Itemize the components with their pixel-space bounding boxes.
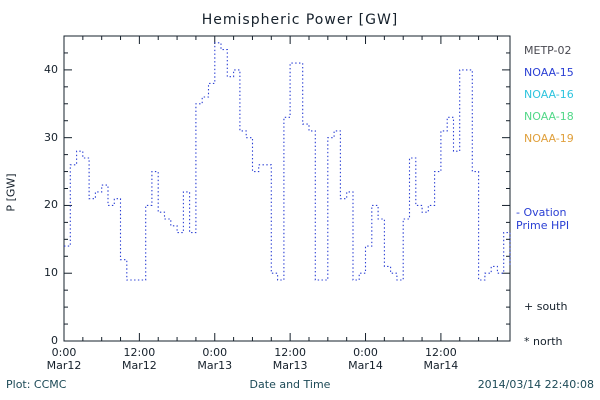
x-tick-time: 12:00 (274, 346, 306, 359)
legend-item-noaa-15: NOAA-15 (524, 66, 574, 79)
x-tick-time: 0:00 (51, 346, 77, 359)
x-tick-date: Mar13 (272, 359, 308, 372)
x-tick-date: Mar12 (46, 359, 82, 372)
plot-frame (63, 35, 511, 342)
legend-item-noaa-19: NOAA-19 (524, 132, 574, 145)
x-tick-time: 12:00 (123, 346, 156, 359)
marker-legend-south: + south (524, 300, 568, 313)
marker-legend: + south * north (524, 300, 600, 370)
ovation-line-legend: - Ovation Prime HPI (516, 206, 600, 232)
legend-item-noaa-16: NOAA-16 (524, 88, 574, 101)
ovation-legend-line1: - Ovation (516, 206, 567, 219)
marker-legend-north: * north (524, 335, 563, 348)
x-tick-date: Mar12 (121, 359, 157, 372)
y-tick-label: 10 (44, 266, 58, 280)
legend-item-noaa-18: NOAA-18 (524, 110, 574, 123)
x-tick-date: Mar14 (423, 359, 459, 372)
y-tick-label: 20 (44, 198, 58, 212)
satellite-legend: METP-02 NOAA-15 NOAA-16 NOAA-18 NOAA-19 (524, 44, 600, 154)
x-tick-label: 0:00 Mar14 (337, 346, 395, 372)
x-axis-label: Date and Time (249, 378, 331, 391)
y-tick-label: 40 (44, 62, 58, 76)
footer-plot-source: Plot: CCMC (6, 378, 67, 391)
x-tick-time: 12:00 (425, 346, 457, 359)
page-title: Hemispheric Power [GW] (201, 12, 399, 28)
x-tick-label: 12:00 Mar12 (110, 346, 168, 372)
hpi-step-line (64, 42, 511, 281)
x-tick-label: 12:00 Mar14 (412, 346, 470, 372)
x-tick-label: 12:00 Mar13 (261, 346, 319, 372)
x-tick-label: 0:00 Mar12 (35, 346, 93, 372)
x-tick-label: 0:00 Mar13 (186, 346, 244, 372)
ovation-legend-line2: Prime HPI (516, 219, 570, 232)
x-tick-time: 0:00 (353, 346, 378, 359)
footer-timestamp: 2014/03/14 22:40:08 (477, 378, 594, 391)
x-tick-time: 0:00 (202, 346, 228, 359)
x-tick-date: Mar14 (348, 359, 383, 372)
legend-item-metp-02: METP-02 (524, 44, 572, 57)
y-tick-label: 0 (51, 334, 58, 347)
x-tick-date: Mar13 (197, 359, 233, 372)
y-tick-label: 30 (44, 130, 58, 144)
